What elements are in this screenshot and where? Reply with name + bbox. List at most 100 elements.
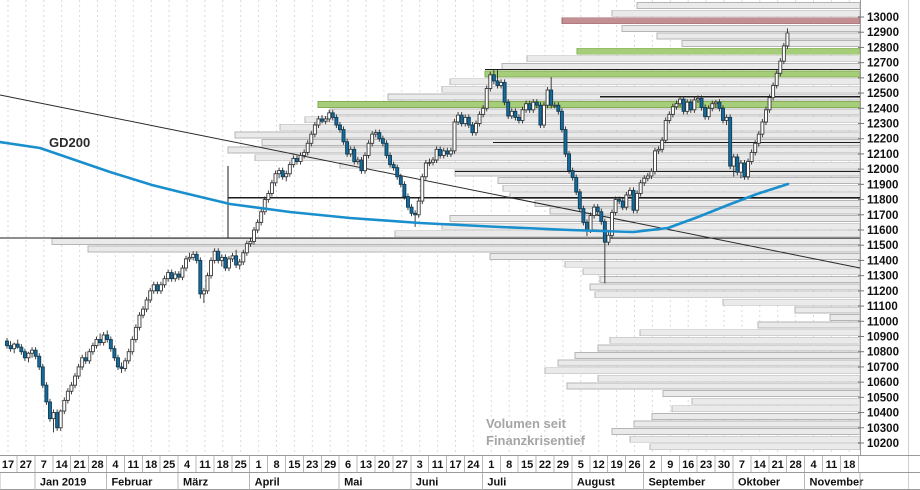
- volume-bar-gray: [722, 298, 861, 306]
- volume-bar-green: [317, 101, 861, 108]
- candle-body: [459, 114, 464, 124]
- candle-body: [201, 290, 206, 295]
- volume-bar-gray: [497, 177, 861, 184]
- candle-body: [642, 177, 647, 184]
- candle-body: [624, 194, 629, 208]
- candle-body: [227, 258, 231, 269]
- candle-body: [191, 253, 196, 258]
- x-axis-day-label: 29: [557, 459, 569, 471]
- candle-body: [30, 349, 35, 354]
- candle-body: [524, 103, 529, 111]
- candle-body: [244, 243, 249, 254]
- candle-body: [445, 150, 450, 155]
- candle-body: [216, 250, 221, 261]
- volume-bar-gray: [594, 291, 861, 299]
- candle-body: [549, 89, 554, 106]
- candle-body: [753, 142, 758, 153]
- candle-body: [384, 142, 389, 156]
- y-axis-label: 10800: [867, 347, 899, 359]
- candle-body: [660, 139, 665, 150]
- candle-body: [516, 116, 521, 121]
- candle-body: [241, 252, 246, 263]
- candle-body: [51, 412, 56, 420]
- x-axis-day-label: 26: [628, 459, 640, 471]
- volume-bar-gray: [449, 78, 861, 86]
- candle-body: [141, 308, 145, 316]
- candle-body: [209, 259, 214, 277]
- candle-body: [767, 97, 772, 111]
- candle-body: [649, 170, 654, 177]
- y-axis-label: 12400: [867, 103, 899, 115]
- x-axis-day-label: 11: [826, 459, 838, 471]
- candle-body: [255, 221, 260, 231]
- candle-body: [73, 375, 77, 386]
- candle-body: [534, 101, 539, 106]
- candle-body: [48, 401, 52, 420]
- candle-body: [588, 215, 593, 231]
- candle-body: [277, 170, 282, 175]
- candle-body: [585, 221, 589, 231]
- candle-body: [352, 148, 357, 162]
- x-axis-month-label: Oktober: [738, 477, 781, 489]
- volume-bar-gray: [557, 359, 861, 367]
- x-axis-month-label: Juni: [416, 477, 439, 489]
- candle-body: [409, 206, 414, 214]
- candle-body: [653, 150, 657, 172]
- candle-body: [599, 211, 604, 223]
- candle-body: [431, 159, 435, 163]
- x-axis-month-label: Juli: [487, 477, 506, 489]
- candle-body: [116, 357, 120, 368]
- candle-body: [749, 151, 754, 162]
- candle-body: [259, 211, 264, 223]
- candle-body: [452, 121, 457, 152]
- x-axis-day-label: 13: [360, 459, 372, 471]
- volume-bar-red: [561, 17, 861, 25]
- candle-body: [298, 154, 303, 162]
- candle-body: [40, 366, 45, 386]
- candle-body: [363, 154, 367, 172]
- candle-body: [667, 113, 672, 121]
- candle-body: [474, 123, 478, 134]
- x-axis-day-label: 18: [217, 459, 229, 471]
- y-axis-label: 12500: [867, 88, 899, 100]
- candle-body: [420, 176, 425, 202]
- y-axis-label: 12600: [867, 73, 899, 85]
- y-axis-label: 12100: [867, 149, 899, 161]
- candle-body: [62, 399, 67, 412]
- candle-body: [706, 107, 711, 118]
- candle-body: [101, 334, 106, 344]
- watermark-line1: Volumen seit: [486, 416, 566, 431]
- candle-body: [509, 110, 514, 117]
- candle-body: [542, 104, 546, 126]
- candle-body: [80, 357, 85, 368]
- candle-body: [552, 104, 557, 107]
- x-axis-day-label: 19: [610, 459, 622, 471]
- candle-body: [370, 133, 375, 144]
- x-axis-month-label: Februar: [111, 477, 153, 489]
- candle-body: [406, 196, 410, 208]
- volume-bar-gray: [656, 32, 861, 40]
- volume-bar-gray: [544, 367, 861, 375]
- candle-body: [273, 173, 278, 184]
- candle-body: [402, 183, 407, 197]
- candle-body: [738, 162, 743, 173]
- candle-body: [785, 32, 790, 47]
- x-axis-day-label: 14: [754, 459, 767, 471]
- candle-body: [169, 272, 174, 280]
- y-axis-label: 12300: [867, 118, 899, 130]
- gd200-label: GD200: [49, 135, 91, 150]
- candle-body: [491, 74, 496, 82]
- x-axis-day-label: 4: [112, 459, 119, 471]
- y-axis-label: 10400: [867, 408, 899, 420]
- candle-body: [123, 360, 128, 369]
- x-axis-day-label: 2: [649, 459, 655, 471]
- volume-bar-gray: [502, 184, 861, 192]
- candle-body: [413, 212, 418, 216]
- x-axis-day-label: 8: [506, 459, 512, 471]
- x-axis-day-label: 11: [199, 459, 211, 471]
- x-axis-day-label: 6: [345, 459, 351, 471]
- candle-body: [531, 101, 536, 111]
- y-axis-label: 11000: [867, 316, 898, 328]
